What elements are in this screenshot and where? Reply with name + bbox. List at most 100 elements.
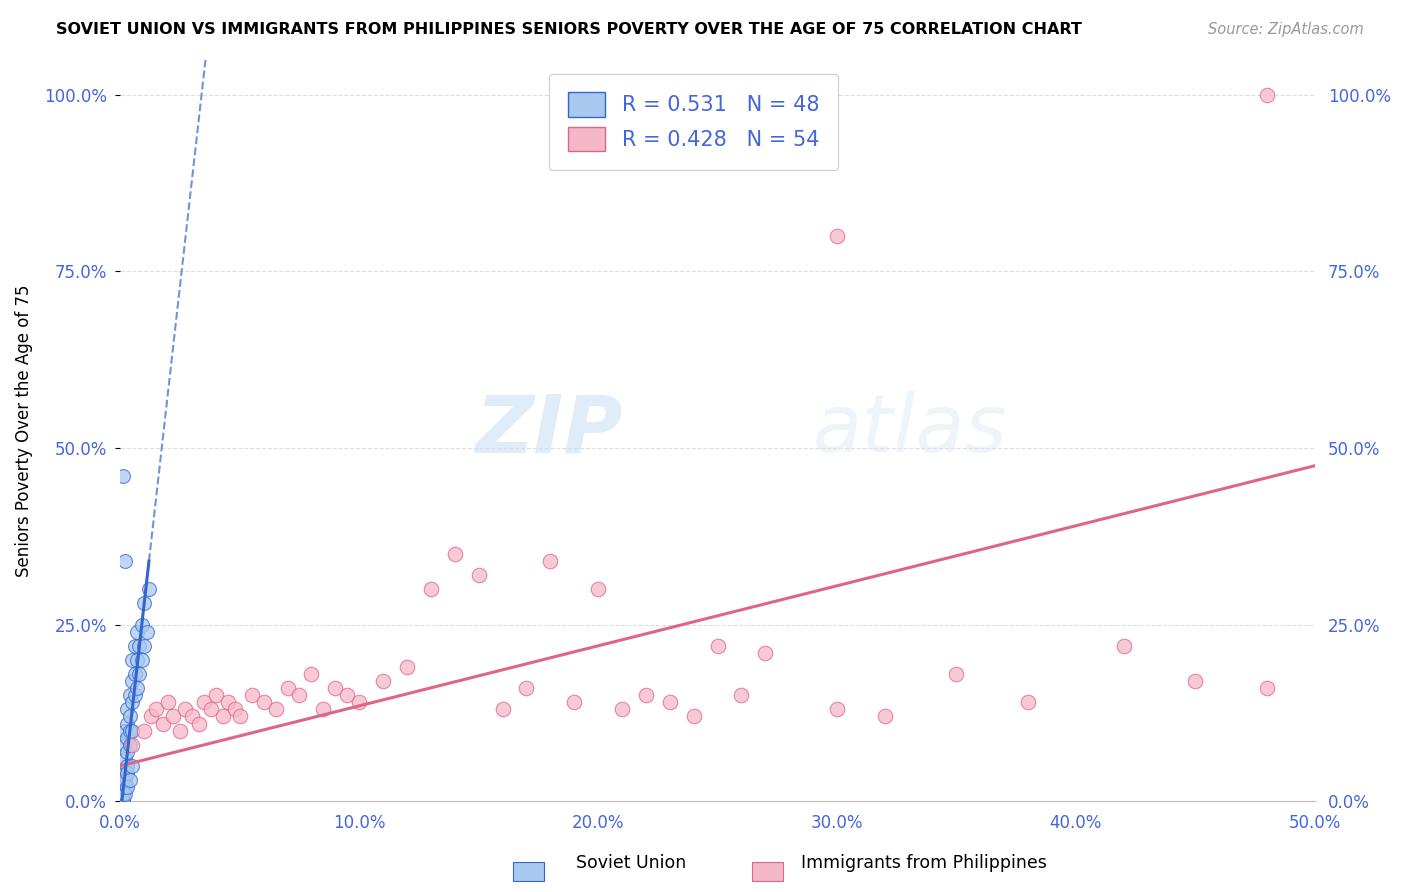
Point bbox=[135, 624, 157, 639]
Point bbox=[131, 653, 153, 667]
Point bbox=[114, 752, 136, 766]
Text: Source: ZipAtlas.com: Source: ZipAtlas.com bbox=[1208, 22, 1364, 37]
Point bbox=[264, 702, 287, 716]
Text: ZIP: ZIP bbox=[475, 392, 621, 469]
Point bbox=[125, 653, 148, 667]
Point bbox=[312, 702, 335, 716]
Point bbox=[945, 667, 967, 681]
Point bbox=[152, 716, 174, 731]
Point bbox=[121, 695, 143, 709]
Point bbox=[1256, 681, 1278, 696]
Point bbox=[1017, 695, 1039, 709]
Point bbox=[128, 639, 150, 653]
Point bbox=[117, 780, 139, 794]
Point bbox=[253, 695, 276, 709]
Y-axis label: Seniors Poverty Over the Age of 75: Seniors Poverty Over the Age of 75 bbox=[15, 285, 32, 576]
Point bbox=[347, 695, 370, 709]
Point bbox=[117, 716, 139, 731]
Point bbox=[682, 709, 704, 723]
Point bbox=[1256, 87, 1278, 102]
Point bbox=[121, 674, 143, 689]
Point bbox=[117, 702, 139, 716]
Point bbox=[111, 780, 134, 794]
Point bbox=[124, 667, 146, 681]
Point bbox=[125, 624, 148, 639]
Point bbox=[138, 582, 160, 597]
Point bbox=[217, 695, 239, 709]
Point bbox=[336, 688, 359, 702]
Point bbox=[706, 639, 728, 653]
Point bbox=[117, 745, 139, 759]
Point bbox=[193, 695, 215, 709]
Point bbox=[371, 674, 394, 689]
Point bbox=[240, 688, 263, 702]
Point bbox=[114, 738, 136, 752]
Point bbox=[634, 688, 657, 702]
Point bbox=[114, 766, 136, 780]
Point bbox=[141, 709, 163, 723]
Point bbox=[610, 702, 633, 716]
Point bbox=[467, 568, 489, 582]
Point bbox=[491, 702, 513, 716]
Point bbox=[205, 688, 228, 702]
Point bbox=[395, 660, 418, 674]
Point bbox=[124, 639, 146, 653]
Point bbox=[443, 547, 465, 561]
Point bbox=[188, 716, 211, 731]
Point bbox=[224, 702, 246, 716]
Text: SOVIET UNION VS IMMIGRANTS FROM PHILIPPINES SENIORS POVERTY OVER THE AGE OF 75 C: SOVIET UNION VS IMMIGRANTS FROM PHILIPPI… bbox=[56, 22, 1083, 37]
Point bbox=[825, 702, 848, 716]
Point bbox=[114, 723, 136, 738]
Point bbox=[111, 794, 134, 808]
Point bbox=[134, 639, 156, 653]
Point bbox=[128, 667, 150, 681]
Point bbox=[111, 794, 134, 808]
Point bbox=[117, 731, 139, 745]
Point bbox=[124, 688, 146, 702]
Point bbox=[114, 554, 136, 568]
Point bbox=[117, 766, 139, 780]
Point bbox=[134, 597, 156, 611]
Point bbox=[299, 667, 322, 681]
Point bbox=[181, 709, 204, 723]
Point bbox=[111, 469, 134, 483]
Point bbox=[111, 772, 134, 787]
Point bbox=[288, 688, 311, 702]
Point bbox=[118, 723, 141, 738]
Point bbox=[121, 723, 143, 738]
Point bbox=[562, 695, 585, 709]
Legend: R = 0.531   N = 48, R = 0.428   N = 54: R = 0.531 N = 48, R = 0.428 N = 54 bbox=[550, 74, 838, 169]
Point bbox=[229, 709, 252, 723]
Point bbox=[1112, 639, 1135, 653]
Point bbox=[134, 723, 156, 738]
Point bbox=[131, 617, 153, 632]
Point bbox=[118, 688, 141, 702]
Text: Soviet Union: Soviet Union bbox=[576, 855, 686, 872]
Point bbox=[111, 787, 134, 801]
Point bbox=[111, 787, 134, 801]
Point bbox=[277, 681, 299, 696]
Point bbox=[121, 653, 143, 667]
Point bbox=[515, 681, 537, 696]
Point bbox=[114, 787, 136, 801]
Point bbox=[825, 229, 848, 244]
Point bbox=[111, 794, 134, 808]
Point bbox=[730, 688, 752, 702]
Point bbox=[1184, 674, 1206, 689]
Point bbox=[118, 738, 141, 752]
Point bbox=[169, 723, 191, 738]
Text: atlas: atlas bbox=[813, 392, 1008, 469]
Point bbox=[538, 554, 561, 568]
Point bbox=[419, 582, 441, 597]
Point bbox=[114, 772, 136, 787]
Point bbox=[111, 780, 134, 794]
Point bbox=[118, 709, 141, 723]
Point bbox=[121, 759, 143, 773]
Point bbox=[586, 582, 609, 597]
Text: Immigrants from Philippines: Immigrants from Philippines bbox=[801, 855, 1047, 872]
Point bbox=[162, 709, 184, 723]
Point bbox=[118, 772, 141, 787]
Point bbox=[125, 681, 148, 696]
Point bbox=[114, 780, 136, 794]
Point bbox=[754, 646, 776, 660]
